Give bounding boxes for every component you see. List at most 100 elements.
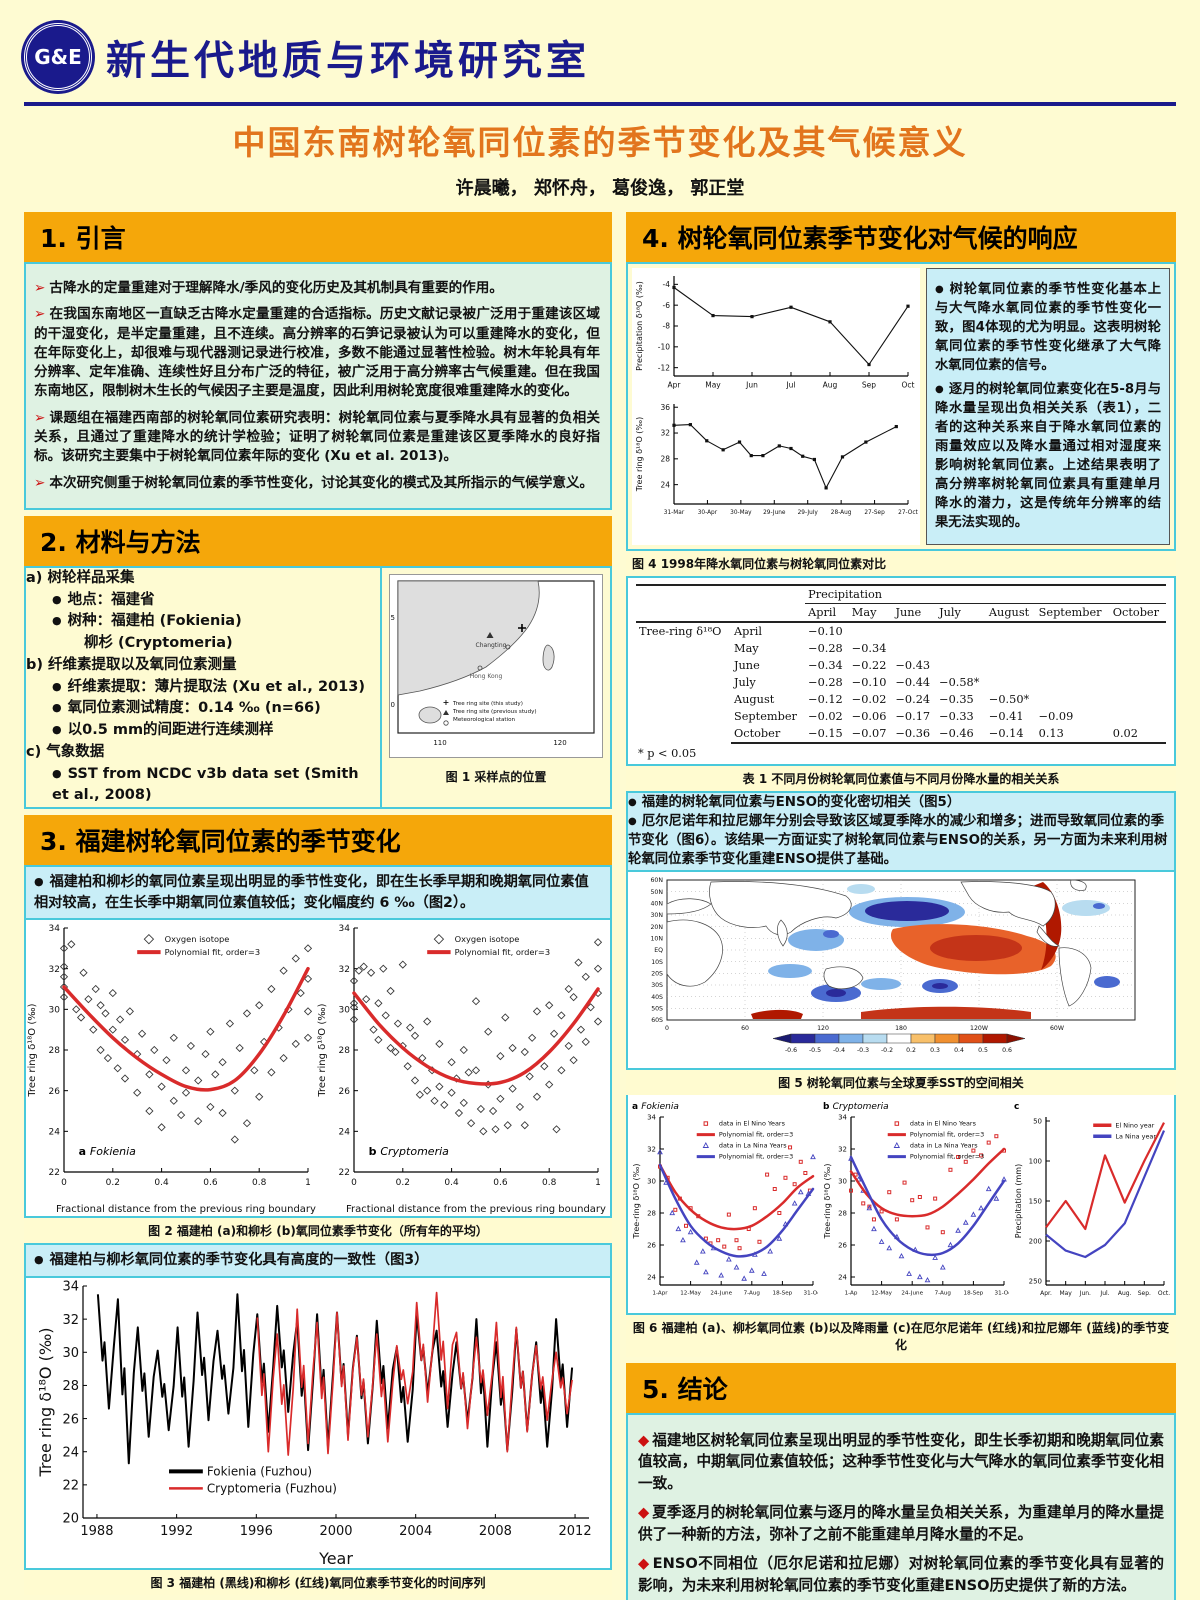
svg-text:100: 100 xyxy=(1029,1157,1042,1165)
svg-text:28: 28 xyxy=(339,1047,351,1057)
section-2-content: a) 树轮样品采集地点：福建省树种：福建柏 (Fokienia) 柳杉 (Cryp… xyxy=(24,565,612,810)
svg-text:30N: 30N xyxy=(650,912,663,919)
svg-text:El Nino year: El Nino year xyxy=(1115,1121,1154,1129)
svg-text:34: 34 xyxy=(49,925,61,935)
svg-text:22: 22 xyxy=(49,1169,60,1179)
svg-text:24: 24 xyxy=(647,1273,656,1281)
svg-text:30: 30 xyxy=(647,1177,656,1185)
svg-text:Year: Year xyxy=(318,1549,353,1568)
svg-text:40N: 40N xyxy=(650,900,663,907)
figure-3-caption: 图 3 福建柏 (黑线)和柳杉 (红线)氧同位素季节变化的时间序列 xyxy=(24,1570,612,1595)
section-5-header: 5. 结论 xyxy=(626,1362,1176,1413)
section-4-header: 4. 树轮氧同位素季节变化对气候的响应 xyxy=(626,212,1176,262)
svg-text:32: 32 xyxy=(49,965,60,975)
figure-5: 60N 50N 40N 30N 20N 10N EQ 10S 20S 30S 40S 50S 60S 0 6… xyxy=(626,871,1176,1070)
svg-text:20S: 20S xyxy=(651,970,663,977)
svg-text:24: 24 xyxy=(660,480,670,489)
svg-text:20N: 20N xyxy=(650,923,663,930)
svg-text:Tree ring δ¹⁸O (‰): Tree ring δ¹⁸O (‰) xyxy=(635,417,644,493)
figure-2-caption: 图 2 福建柏 (a)和柳杉 (b)氧同位素季节变化（所有年的平均） xyxy=(24,1218,612,1244)
svg-text:0.4: 0.4 xyxy=(154,1178,169,1188)
figure-1: 110 120 25 20 Changting Hong Kong +Tree ring s… xyxy=(382,568,610,807)
svg-text:Fractional distance from the p: Fractional distance from the previous ri… xyxy=(56,1204,316,1215)
svg-text:10S: 10S xyxy=(651,958,663,965)
svg-text:Polynomial fit, order=3: Polynomial fit, order=3 xyxy=(910,1130,984,1138)
poster-authors: 许晨曦， 郑怀舟， 葛俊逸， 郭正堂 xyxy=(455,178,745,199)
svg-text:Polynomial fit, order=3: Polynomial fit, order=3 xyxy=(719,1130,793,1138)
svg-text:Polynomial fit, order=3: Polynomial fit, order=3 xyxy=(910,1152,984,1160)
svg-text:-0.4: -0.4 xyxy=(833,1047,845,1054)
svg-text:-4: -4 xyxy=(663,280,671,289)
svg-text:20: 20 xyxy=(390,701,395,709)
svg-text:0.8: 0.8 xyxy=(252,1178,267,1188)
svg-text:34: 34 xyxy=(339,925,351,935)
svg-text:0.8: 0.8 xyxy=(542,1178,557,1188)
svg-text:Precipitation (mm): Precipitation (mm) xyxy=(1014,1163,1023,1237)
svg-text:180: 180 xyxy=(895,1025,907,1032)
svg-text:Tree ring site (this study): Tree ring site (this study) xyxy=(452,701,523,707)
svg-text:30-Apr: 30-Apr xyxy=(698,510,718,516)
svg-text:24: 24 xyxy=(49,1128,61,1138)
methods-list: a) 树轮样品采集地点：福建省树种：福建柏 (Fokienia) 柳杉 (Cryp… xyxy=(26,567,382,808)
section-2-header: 2. 材料与方法 xyxy=(24,515,612,566)
lab-logo-icon: G&E xyxy=(24,23,92,91)
svg-text:2004: 2004 xyxy=(399,1524,432,1539)
svg-text:0.2: 0.2 xyxy=(906,1047,916,1054)
svg-text:-0.5: -0.5 xyxy=(809,1047,821,1054)
svg-text:31-Oct: 31-Oct xyxy=(804,1290,818,1296)
svg-text:32: 32 xyxy=(339,965,350,975)
svg-text:120: 120 xyxy=(553,739,566,747)
conclusion-item: ENSO不同相位（厄尔尼诺和拉尼娜）对树轮氧同位素的季节变化具有显著的影响，为未… xyxy=(638,1553,1164,1597)
intro-bullet: 古降水的定量重建对于理解降水/季风的变化历史及其机制具有重要的作用。 xyxy=(34,279,600,298)
conclusion-list: 福建地区树轮氧同位素呈现出明显的季节性变化，即生长季初期和晚期氧同位素值较高，中… xyxy=(638,1430,1164,1597)
svg-text:50S: 50S xyxy=(651,1005,663,1012)
figure-4-caption: 图 4 1998年降水氧同位素与树轮氧同位素对比 xyxy=(626,551,1176,577)
figure-4-row: -4 -6 -8 -10 -12 Apr May Jun Jul Aug Sep Oct Precipi… xyxy=(626,262,1176,552)
intro-bullet: 在我国东南地区一直缺乏古降水定量重建的合适指标。历史文献记录被广泛用于重建该区域… xyxy=(34,305,600,401)
figure-6-caption: 图 6 福建柏 (a)、柳杉氧同位素 (b)以及降雨量 (c)在厄尔尼诺年 (红… xyxy=(626,1314,1176,1357)
svg-text:data in El Nino Years: data in El Nino Years xyxy=(719,1119,786,1127)
svg-text:32: 32 xyxy=(647,1145,656,1153)
svg-text:Jul.: Jul. xyxy=(1099,1290,1109,1297)
svg-text:27-Oct: 27-Oct xyxy=(898,510,918,516)
svg-text:30-May: 30-May xyxy=(730,510,752,516)
svg-text:28: 28 xyxy=(49,1047,61,1057)
svg-text:Tree ring δ¹⁸O (‰): Tree ring δ¹⁸O (‰) xyxy=(317,1004,328,1098)
svg-text:a Fokienia: a Fokienia xyxy=(79,1145,137,1158)
svg-text:Jul: Jul xyxy=(785,381,795,390)
methods-item: 纤维素提取：薄片提取法 (Xu et al., 2013) xyxy=(52,677,380,699)
figure-4b-chart: 24 28 32 36 31-Mar 30-Apr 30-May 29-June 29-July… xyxy=(632,396,920,522)
section-3-bullet-1: 福建柏和柳杉的氧同位素呈现出明显的季节性变化，即在生长季早期和晚期氧同位素值相对… xyxy=(24,865,612,921)
svg-text:-0.3: -0.3 xyxy=(857,1047,869,1054)
svg-text:May: May xyxy=(1059,1290,1072,1297)
svg-text:Changting: Changting xyxy=(476,642,507,649)
figure-5-caption: 图 5 树轮氧同位素与全球夏季SST的空间相关 xyxy=(626,1069,1176,1095)
response-bullet: 逐月的树轮氧同位素变化在5-8月与降水量呈现出负相关关系（表1），二者的这种关系… xyxy=(935,381,1161,532)
svg-text:24: 24 xyxy=(339,1128,351,1138)
svg-text:b Cryptomeria: b Cryptomeria xyxy=(823,1102,889,1112)
svg-text:0.2: 0.2 xyxy=(396,1178,410,1188)
svg-text:Oxygen isotope: Oxygen isotope xyxy=(165,934,230,944)
svg-text:0.6: 0.6 xyxy=(1002,1047,1012,1054)
conclusion-item: 夏季逐月的树轮氧同位素与逐月的降水量呈负相关关系，为重建单月的降水量提供了一种新… xyxy=(638,1502,1164,1546)
svg-text:Sep.: Sep. xyxy=(1138,1290,1151,1297)
svg-text:30: 30 xyxy=(49,1006,61,1016)
svg-text:Apr: Apr xyxy=(668,381,682,390)
methods-item: 氧同位素测试精度：0.14 ‰ (n=66) xyxy=(52,698,380,720)
taiwan-island xyxy=(542,644,555,671)
svg-text:0.4: 0.4 xyxy=(444,1178,459,1188)
methods-item: 以0.5 mm的间距进行连续测样 xyxy=(52,720,380,742)
intro-bullet-list: 古降水的定量重建对于理解降水/季风的变化历史及其机制具有重要的作用。在我国东南地… xyxy=(34,279,600,493)
tree-ring-site-marker xyxy=(518,623,526,632)
svg-text:Sep: Sep xyxy=(862,381,876,390)
figure-2b-chart: 22 24 26 28 30 32 34 0 0.2 0.4 0.6 0.8 1 Fractional d… xyxy=(316,920,606,1217)
svg-text:32: 32 xyxy=(660,429,670,438)
svg-text:2000: 2000 xyxy=(319,1524,352,1539)
svg-text:Tree ring δ¹⁸O (‰): Tree ring δ¹⁸O (‰) xyxy=(36,1327,55,1477)
svg-text:c: c xyxy=(1014,1102,1019,1112)
enso-bullet-list: 福建的树轮氧同位素与ENSO的变化密切相关（图5）厄尔尼诺年和拉尼娜年分别会导致… xyxy=(626,791,1176,872)
svg-text:60S: 60S xyxy=(651,1017,663,1024)
map-labels: 110 120 25 20 Changting Hong Kong +Tree ring s… xyxy=(386,614,567,747)
